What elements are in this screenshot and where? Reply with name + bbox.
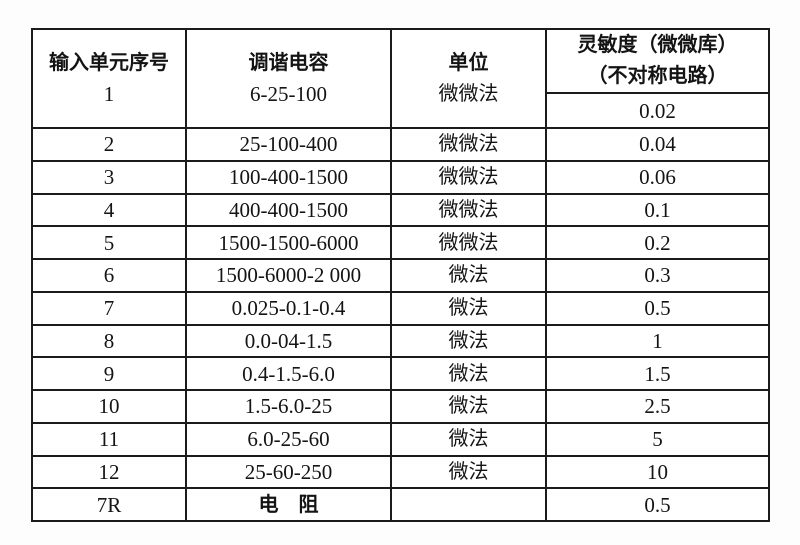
cell-capacitance: 400-400-1500	[185, 192, 392, 228]
table-row: 3 100-400-1500 微微法 0.06	[31, 159, 770, 195]
table-row: 0.02	[32, 92, 770, 129]
header-sensitivity-line1: 灵敏度（微微库）	[577, 34, 738, 56]
cell-capacitance: 电 阻	[185, 487, 392, 522]
cell-capacitance: 6.0-25-60	[185, 421, 392, 457]
cell-sensitivity: 1	[545, 323, 770, 359]
header-cell-serial: 输入单元序号 1	[31, 28, 187, 129]
header-capacitance-label: 调谐电容	[248, 52, 329, 74]
table-row: 8 0.0-04-1.5 微法 1	[31, 323, 770, 359]
table-row: 7R 电 阻 0.5	[31, 487, 770, 522]
cell-sensitivity: 0.1	[545, 192, 770, 228]
cell-sensitivity: 0.3	[545, 258, 770, 293]
cell-unit: 微法	[390, 356, 547, 391]
cell-unit: 微法	[390, 421, 547, 457]
cell-capacitance: 25-100-400	[185, 127, 392, 162]
cell-serial: 7R	[31, 487, 187, 522]
cell-unit: 微微法	[390, 225, 547, 260]
cell-capacitance: 0.025-0.1-0.4	[185, 290, 392, 326]
table-row: 5 1500-1500-6000 微微法 0.2	[31, 225, 770, 260]
table-row: 2 25-100-400 微微法 0.04	[31, 127, 770, 162]
cell-unit: 微法	[390, 454, 547, 490]
table-row: 6 1500-6000-2 000 微法 0.3	[31, 258, 770, 293]
first-row-capacitance: 6-25-100	[250, 82, 327, 106]
cell-sensitivity: 0.5	[545, 487, 770, 522]
cell-serial: 2	[31, 127, 187, 162]
cell-sensitivity: 0.06	[545, 159, 770, 195]
table-row: 12 25-60-250 微法 10	[31, 454, 770, 490]
header-cell-sensitivity: 灵敏度（微微库） （不对称电路）	[545, 28, 770, 94]
table-row: 10 1.5-6.0-25 微法 2.5	[31, 389, 770, 424]
cell-sensitivity: 0.5	[545, 290, 770, 326]
cell-sensitivity: 5	[545, 421, 770, 457]
cell-capacitance: 1.5-6.0-25	[185, 389, 392, 424]
table-row: 4 400-400-1500 微微法 0.1	[31, 192, 770, 228]
cell-capacitance: 0.4-1.5-6.0	[185, 356, 392, 391]
cell-sensitivity: 2.5	[545, 389, 770, 424]
header-cell-capacitance: 调谐电容 6-25-100	[185, 28, 392, 129]
table-row: 11 6.0-25-60 微法 5	[31, 421, 770, 457]
cell-capacitance: 1500-1500-6000	[185, 225, 392, 260]
header-unit-label: 单位	[448, 52, 489, 74]
cell-unit: 微微法	[390, 159, 547, 195]
cell-serial: 7	[31, 290, 187, 326]
cell-unit: 微法	[390, 389, 547, 424]
cell-serial: 5	[31, 225, 187, 260]
cell-serial: 8	[31, 323, 187, 359]
cell-sensitivity: 10	[545, 454, 770, 490]
cell-sensitivity: 0.2	[545, 225, 770, 260]
cell-serial: 4	[31, 192, 187, 228]
cell-serial: 12	[31, 454, 187, 490]
cell-capacitance: 1500-6000-2 000	[185, 258, 392, 293]
cell-serial: 3	[31, 159, 187, 195]
cell-unit: 微微法	[390, 192, 547, 228]
header-cell-unit: 单位 微微法	[390, 28, 547, 129]
table-header-row: 输入单元序号 1 调谐电容 6-25-100 单位 微微法	[31, 28, 770, 129]
first-row-serial: 1	[103, 82, 115, 106]
table-row: 7 0.025-0.1-0.4 微法 0.5	[31, 290, 770, 326]
cell-unit: 微法	[390, 290, 547, 326]
cell-serial: 11	[31, 421, 187, 457]
cell-serial: 9	[31, 356, 187, 391]
header-sensitivity-line2: （不对称电路）	[587, 65, 728, 87]
first-row-unit: 微微法	[438, 83, 499, 105]
cell-sensitivity: 0.04	[545, 127, 770, 162]
first-row-sensitivity: 0.02	[545, 92, 770, 129]
cell-unit: 微微法	[390, 127, 547, 162]
cell-unit	[390, 487, 547, 522]
cell-unit: 微法	[390, 258, 547, 293]
cell-capacitance: 100-400-1500	[185, 159, 392, 195]
cell-serial: 6	[31, 258, 187, 293]
cell-capacitance: 0.0-04-1.5	[185, 323, 392, 359]
table-row: 9 0.4-1.5-6.0 微法 1.5	[31, 356, 770, 391]
cell-sensitivity: 1.5	[545, 356, 770, 391]
cell-capacitance: 25-60-250	[185, 454, 392, 490]
cell-serial: 10	[31, 389, 187, 424]
capacitance-sensitivity-table: 输入单元序号 1 调谐电容 6-25-100 单位 微微法	[31, 28, 770, 522]
header-serial-label: 输入单元序号	[49, 52, 169, 74]
cell-unit: 微法	[390, 323, 547, 359]
